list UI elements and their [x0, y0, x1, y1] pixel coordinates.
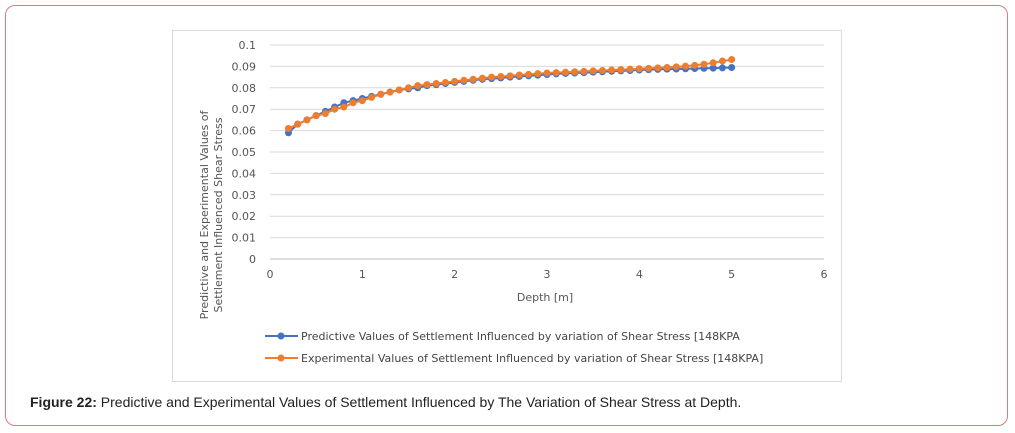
y-tick-label: 0.1 — [239, 39, 257, 52]
data-point — [663, 63, 671, 71]
caption-label: Figure 22: — [30, 394, 97, 410]
data-point — [469, 75, 477, 83]
data-point — [700, 60, 708, 68]
data-point — [441, 78, 449, 86]
data-point — [635, 65, 643, 73]
data-point — [598, 66, 606, 74]
y-tick-label: 0.06 — [232, 125, 257, 138]
data-point — [626, 65, 634, 73]
data-point — [386, 88, 394, 96]
legend-entry: Experimental Values of Settlement Influe… — [301, 352, 763, 365]
x-tick-label: 0 — [267, 268, 274, 281]
y-tick-label: 0.07 — [232, 103, 257, 116]
data-point — [552, 69, 560, 77]
data-point — [423, 81, 431, 89]
series-group — [284, 56, 736, 137]
x-tick-labels: 0 1 2 3 4 5 6 — [267, 268, 828, 281]
x-tick-label: 4 — [636, 268, 643, 281]
data-point — [525, 70, 533, 78]
data-point — [672, 63, 680, 71]
legend-entry: Predictive Values of Settlement Influenc… — [301, 330, 740, 343]
y-axis-label-line2: Settlement Influenced Shear Stress — [212, 117, 225, 312]
data-point — [718, 64, 726, 72]
data-point — [284, 124, 292, 132]
data-point — [589, 67, 597, 75]
data-point — [312, 112, 320, 120]
data-point — [718, 57, 726, 65]
data-point — [571, 68, 579, 76]
data-point — [432, 80, 440, 88]
data-point — [728, 63, 736, 71]
data-point — [294, 120, 302, 128]
y-tick-label: 0.01 — [232, 232, 257, 245]
data-point — [515, 71, 523, 79]
y-tick-label: 0 — [249, 253, 256, 266]
x-tick-label: 5 — [728, 268, 735, 281]
y-tick-label: 0.05 — [232, 146, 257, 159]
data-point — [414, 82, 422, 90]
data-point — [534, 70, 542, 78]
chart-area — [172, 30, 842, 382]
data-point — [377, 90, 385, 98]
y-axis-label-line1: Predictive and Experimental Values of — [198, 109, 211, 319]
x-tick-label: 6 — [821, 268, 828, 281]
gridlines — [270, 44, 824, 260]
data-point — [682, 62, 689, 70]
data-point — [358, 97, 366, 105]
data-point — [709, 64, 717, 72]
x-tick-label: 1 — [359, 268, 366, 281]
data-point — [608, 66, 616, 74]
legend-swatch-marker — [277, 354, 285, 362]
data-point — [303, 116, 311, 124]
y-tick-labels: 0 0.01 0.02 0.03 0.04 0.05 0.06 0.07 0.08 0.09 0.1 — [232, 39, 257, 266]
data-point — [460, 76, 468, 84]
y-tick-label: 0.02 — [232, 210, 257, 223]
legend: Predictive Values of Settlement Influenc… — [265, 330, 763, 365]
data-point — [580, 67, 588, 75]
data-point — [331, 105, 339, 113]
x-tick-label: 3 — [544, 268, 551, 281]
data-point — [617, 66, 625, 74]
data-point — [543, 69, 551, 77]
data-point — [405, 84, 412, 92]
caption-text: Predictive and Experimental Values of Se… — [100, 394, 742, 410]
data-point — [709, 59, 717, 67]
y-tick-label: 0.04 — [232, 167, 257, 180]
data-point — [478, 74, 486, 82]
data-point — [645, 64, 653, 72]
data-point — [451, 77, 459, 85]
legend-swatch-marker — [277, 332, 285, 340]
y-tick-label: 0.09 — [232, 60, 257, 73]
data-point — [654, 64, 662, 72]
y-tick-label: 0.03 — [232, 189, 257, 202]
data-point — [321, 109, 329, 117]
data-point — [691, 61, 699, 69]
data-point — [497, 72, 505, 80]
data-point — [395, 86, 403, 94]
x-axis-label: Depth [m] — [517, 291, 573, 304]
x-tick-label: 2 — [451, 268, 458, 281]
data-point — [349, 99, 357, 107]
data-point — [368, 93, 376, 101]
y-tick-label: 0.08 — [232, 82, 257, 95]
data-point — [728, 56, 736, 64]
figure-caption: Figure 22: Predictive and Experimental V… — [30, 394, 741, 410]
data-point — [506, 72, 514, 80]
data-point — [561, 68, 569, 76]
data-point — [340, 103, 348, 111]
data-point — [488, 73, 496, 81]
figure-frame — [5, 5, 1008, 426]
